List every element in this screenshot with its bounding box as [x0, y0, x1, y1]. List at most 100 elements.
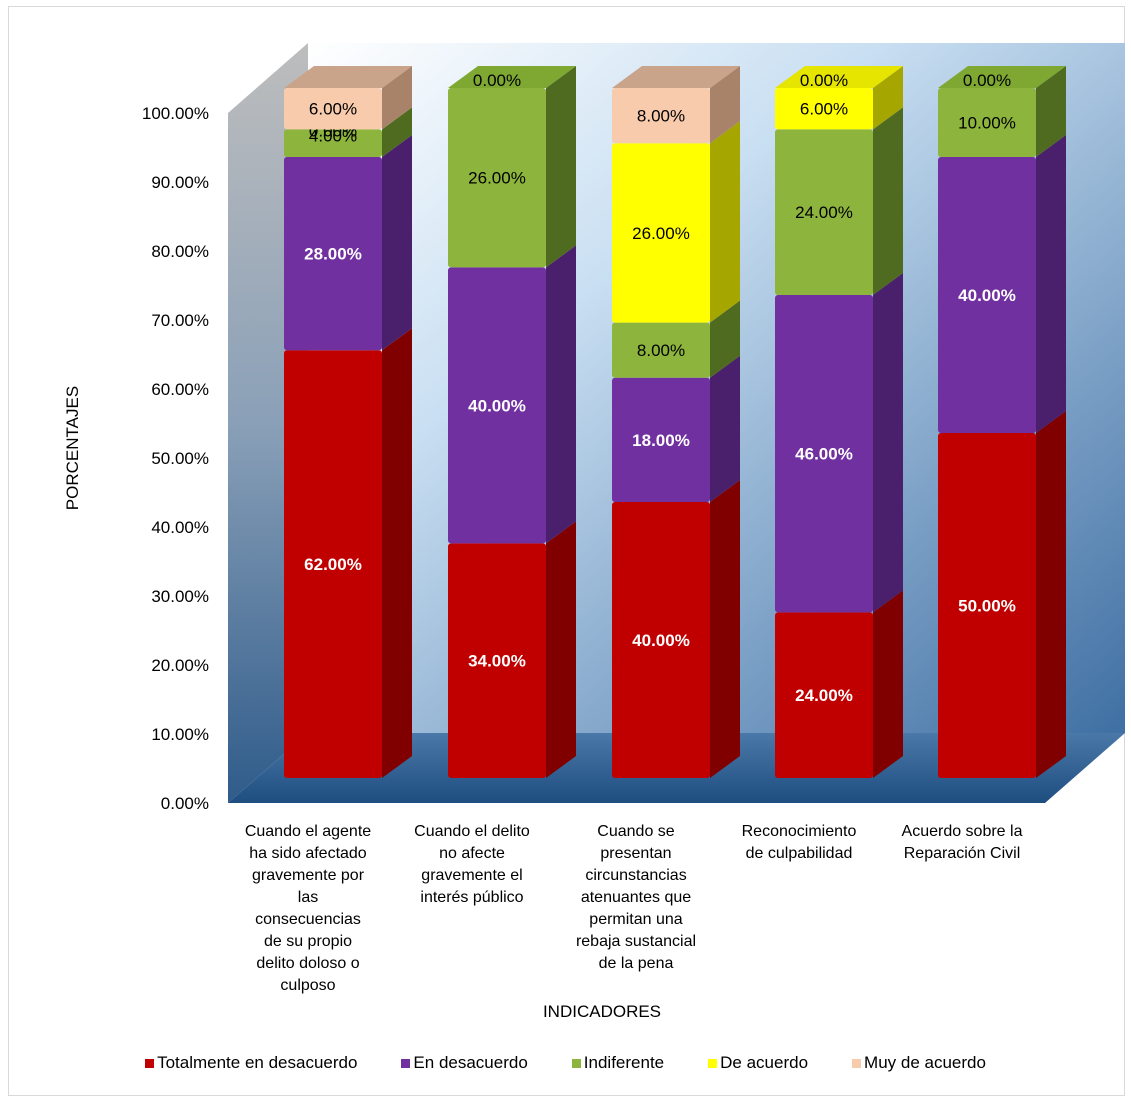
y-axis: 0.00% 10.00% 20.00% 30.00% 40.00% 50.00% 60.00…	[142, 104, 209, 813]
bar-front	[775, 88, 873, 130]
bar-side	[710, 355, 740, 502]
bar-segment: 0.00%	[800, 71, 848, 90]
legend-label: Indiferente	[583, 1053, 665, 1072]
data-label: 50.00%	[958, 597, 1016, 616]
bar-side	[873, 107, 903, 296]
bar-side	[546, 245, 576, 544]
bar-side	[710, 300, 740, 378]
data-label: 40.00%	[632, 631, 690, 650]
bar-front	[284, 350, 382, 778]
y-tick-label: 0.00%	[161, 794, 209, 813]
bar-front	[448, 88, 546, 268]
legend-swatch	[145, 1058, 155, 1068]
bar-top	[612, 66, 740, 88]
y-tick-label: 30.00%	[151, 587, 209, 606]
legend-item: Indiferente	[571, 1053, 665, 1073]
data-label: 0.00%	[963, 71, 1011, 90]
bar-side	[710, 66, 740, 144]
data-label: 40.00%	[468, 396, 526, 415]
y-tick-label: 70.00%	[151, 311, 209, 330]
y-tick-label: 60.00%	[151, 380, 209, 399]
legend-swatch	[571, 1058, 581, 1068]
bar-front	[284, 88, 382, 130]
x-category-label: Cuando el agente ha sido afectado gravemen…	[245, 823, 371, 994]
x-category-label: Cuando el delito no afecte gravemente el in…	[414, 823, 530, 906]
x-axis-title: INDICADORES	[543, 1002, 661, 1021]
legend-swatch	[708, 1058, 718, 1068]
legend-label: En desacuerdo	[413, 1053, 528, 1072]
bar-segment: 4.00%	[284, 107, 412, 157]
data-label: 10.00%	[958, 114, 1016, 133]
bar-side	[873, 590, 903, 778]
bar-segment: 0.00%	[963, 71, 1011, 90]
bar-front	[938, 157, 1036, 433]
bar-segment: 8.00%	[612, 300, 740, 378]
x-category-label: Reconocimiento de culpabilidad	[742, 823, 857, 862]
data-label: 34.00%	[468, 652, 526, 671]
bar-side	[1036, 66, 1066, 157]
bar-front	[612, 322, 710, 378]
y-tick-label: 50.00%	[151, 449, 209, 468]
bar-segment: 26.00%	[612, 121, 740, 323]
data-label: 18.00%	[632, 431, 690, 450]
bar-front	[284, 157, 382, 351]
bar-front	[284, 129, 382, 157]
data-label: 24.00%	[795, 203, 853, 222]
bar-side	[382, 107, 412, 157]
bar-side	[710, 121, 740, 323]
bar-side	[382, 66, 412, 130]
legend-item: Muy de acuerdo	[852, 1053, 986, 1073]
data-label: 6.00%	[800, 100, 848, 119]
legend: Totalmente en desacuerdo En desacuerdo Ind…	[0, 1053, 1131, 1073]
data-label: 46.00%	[795, 445, 853, 464]
data-label: 4.00%	[309, 126, 357, 145]
y-tick-label: 10.00%	[151, 725, 209, 744]
x-category-label: Cuando se presentan circunstancias atenuant…	[576, 823, 696, 972]
data-label: 28.00%	[304, 245, 362, 264]
bar-front	[938, 433, 1036, 778]
legend-swatch	[401, 1058, 411, 1068]
bar-side	[873, 66, 903, 130]
bar-front	[448, 267, 546, 544]
legend-swatch	[852, 1058, 862, 1068]
bar-segment: 10.00%	[938, 66, 1066, 157]
bar-segment: 0.00%	[473, 71, 521, 90]
y-axis-title: PORCENTAJES	[63, 386, 82, 510]
bar-segment: 46.00%	[775, 273, 903, 613]
data-label: 24.00%	[795, 686, 853, 705]
bar-side	[710, 480, 740, 778]
bar-segment: 40.00%	[448, 245, 576, 544]
bar-front	[775, 295, 873, 613]
data-label: 0.00%	[473, 71, 521, 90]
bar-segment: 26.00%	[448, 66, 576, 268]
bar-front	[612, 377, 710, 502]
legend-label: Muy de acuerdo	[864, 1053, 986, 1072]
bar-top	[775, 66, 903, 88]
bar-segment: 40.00%	[938, 135, 1066, 433]
legend-item: Totalmente en desacuerdo	[145, 1053, 357, 1073]
bar-top	[284, 66, 412, 88]
bar-side	[546, 66, 576, 268]
bar-top	[448, 66, 576, 88]
data-label: 40.00%	[958, 286, 1016, 305]
bar-segment: 40.00%	[612, 480, 740, 778]
y-tick-label: 40.00%	[151, 518, 209, 537]
y-tick-label: 80.00%	[151, 242, 209, 261]
legend-item: En desacuerdo	[401, 1053, 528, 1073]
bar-side	[873, 273, 903, 613]
legend-label: Totalmente en desacuerdo	[157, 1053, 358, 1072]
bar-segment: 6.00%	[775, 66, 903, 130]
bar-segment: 34.00%	[448, 521, 576, 778]
bar-segment: 24.00%	[775, 590, 903, 778]
data-label: 6.00%	[309, 100, 357, 119]
bar-front	[612, 502, 710, 778]
data-label: 26.00%	[468, 169, 526, 188]
bar-segment: 24.00%	[775, 107, 903, 296]
data-label: 62.00%	[304, 555, 362, 574]
bar-front	[612, 88, 710, 144]
y-tick-label: 100.00%	[142, 104, 209, 123]
bar-segment: 6.00%	[284, 66, 412, 130]
y-tick-label: 20.00%	[151, 656, 209, 675]
bar-side	[382, 135, 412, 351]
